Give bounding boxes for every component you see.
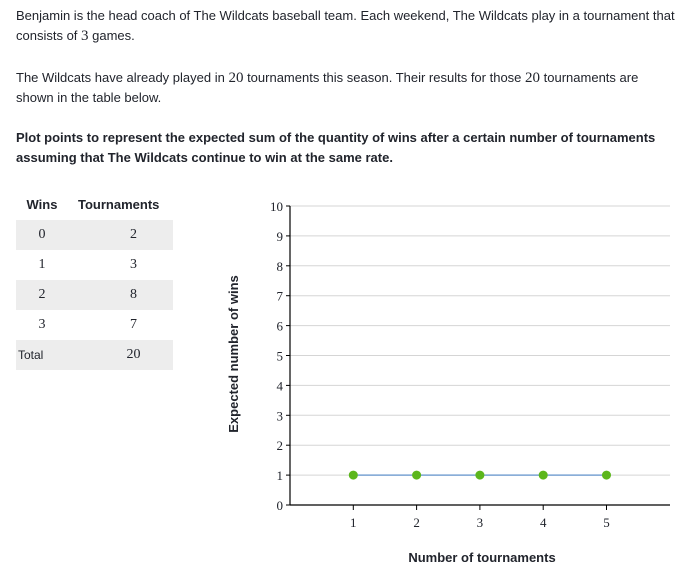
y-tick-label: 0: [277, 498, 284, 513]
y-tick-label: 1: [277, 468, 284, 483]
data-point[interactable]: [348, 470, 358, 480]
x-tick-label: 5: [603, 515, 610, 530]
total-value: 20: [68, 340, 173, 370]
cell-tournaments: 2: [68, 220, 173, 250]
problem-paragraph-2: The Wildcats have already played in 20 t…: [16, 68, 676, 108]
header-tournaments: Tournaments: [78, 196, 160, 212]
y-tick-label: 9: [277, 229, 284, 244]
y-tick-label: 6: [277, 319, 284, 334]
p1-text-a: Benjamin is the head coach of The Wildca…: [16, 8, 675, 43]
y-tick-label: 3: [277, 408, 284, 423]
problem-instructions: Plot points to represent the expected su…: [16, 130, 656, 165]
table-row: 1 3: [16, 250, 173, 280]
p1-number: 3: [81, 28, 89, 44]
chart-grid: [290, 205, 670, 476]
p2-number-1: 20: [228, 70, 244, 86]
cell-tournaments: 3: [130, 257, 137, 272]
p2-text-b: tournaments this season. Their results f…: [243, 70, 526, 85]
x-axis-label: Number of tournaments: [408, 550, 555, 565]
chart-axes: [286, 205, 670, 510]
cell-tournaments: 8: [68, 280, 173, 310]
data-point[interactable]: [602, 470, 611, 480]
table-row: 2 8: [16, 280, 173, 310]
p2-number-2: 20: [525, 70, 541, 86]
y-tick-labels: 0 1 2 3 4 5 6 7 8 9 10: [270, 199, 284, 513]
x-tick-labels: 1 2 3 4 5: [350, 515, 610, 530]
y-axis-label: Expected number of wins: [226, 275, 241, 432]
data-point[interactable]: [412, 470, 422, 480]
y-tick-label: 2: [277, 438, 284, 453]
cell-wins: 3: [38, 317, 46, 332]
p2-text-c: tournaments are shown in the table below…: [16, 70, 639, 105]
cell-wins: 2: [16, 280, 68, 310]
x-tick-label: 2: [413, 515, 420, 530]
table-total-row: Total 20: [16, 340, 173, 370]
table-header-row: Wins Tournaments: [16, 194, 173, 220]
x-tick-label: 3: [477, 515, 484, 530]
total-label: Total: [16, 340, 68, 370]
problem-paragraph-1: Benjamin is the head coach of The Wildca…: [16, 6, 676, 46]
p2-text-a: The Wildcats have already played in: [16, 70, 229, 85]
data-point[interactable]: [475, 470, 485, 480]
y-tick-label: 5: [277, 349, 284, 364]
cell-tournaments: 7: [130, 317, 137, 332]
cell-wins: 1: [38, 257, 46, 272]
p1-text-b: games.: [88, 28, 135, 43]
x-tick-label: 1: [350, 515, 357, 530]
data-point[interactable]: [538, 470, 548, 480]
y-tick-label: 7: [277, 289, 284, 304]
table-row: 0 2: [16, 220, 173, 250]
table-row: 3 7: [16, 310, 173, 340]
header-wins: Wins: [26, 196, 58, 212]
y-tick-label: 4: [277, 378, 284, 393]
y-tick-label: 8: [277, 259, 284, 274]
y-tick-label: 10: [270, 199, 283, 214]
x-tick-label: 4: [540, 515, 547, 530]
cell-wins: 0: [16, 220, 68, 250]
wins-table: Wins Tournaments 0 2 1 3 2 8 3 7 Total 2…: [16, 194, 173, 370]
series-points[interactable]: [348, 470, 611, 480]
